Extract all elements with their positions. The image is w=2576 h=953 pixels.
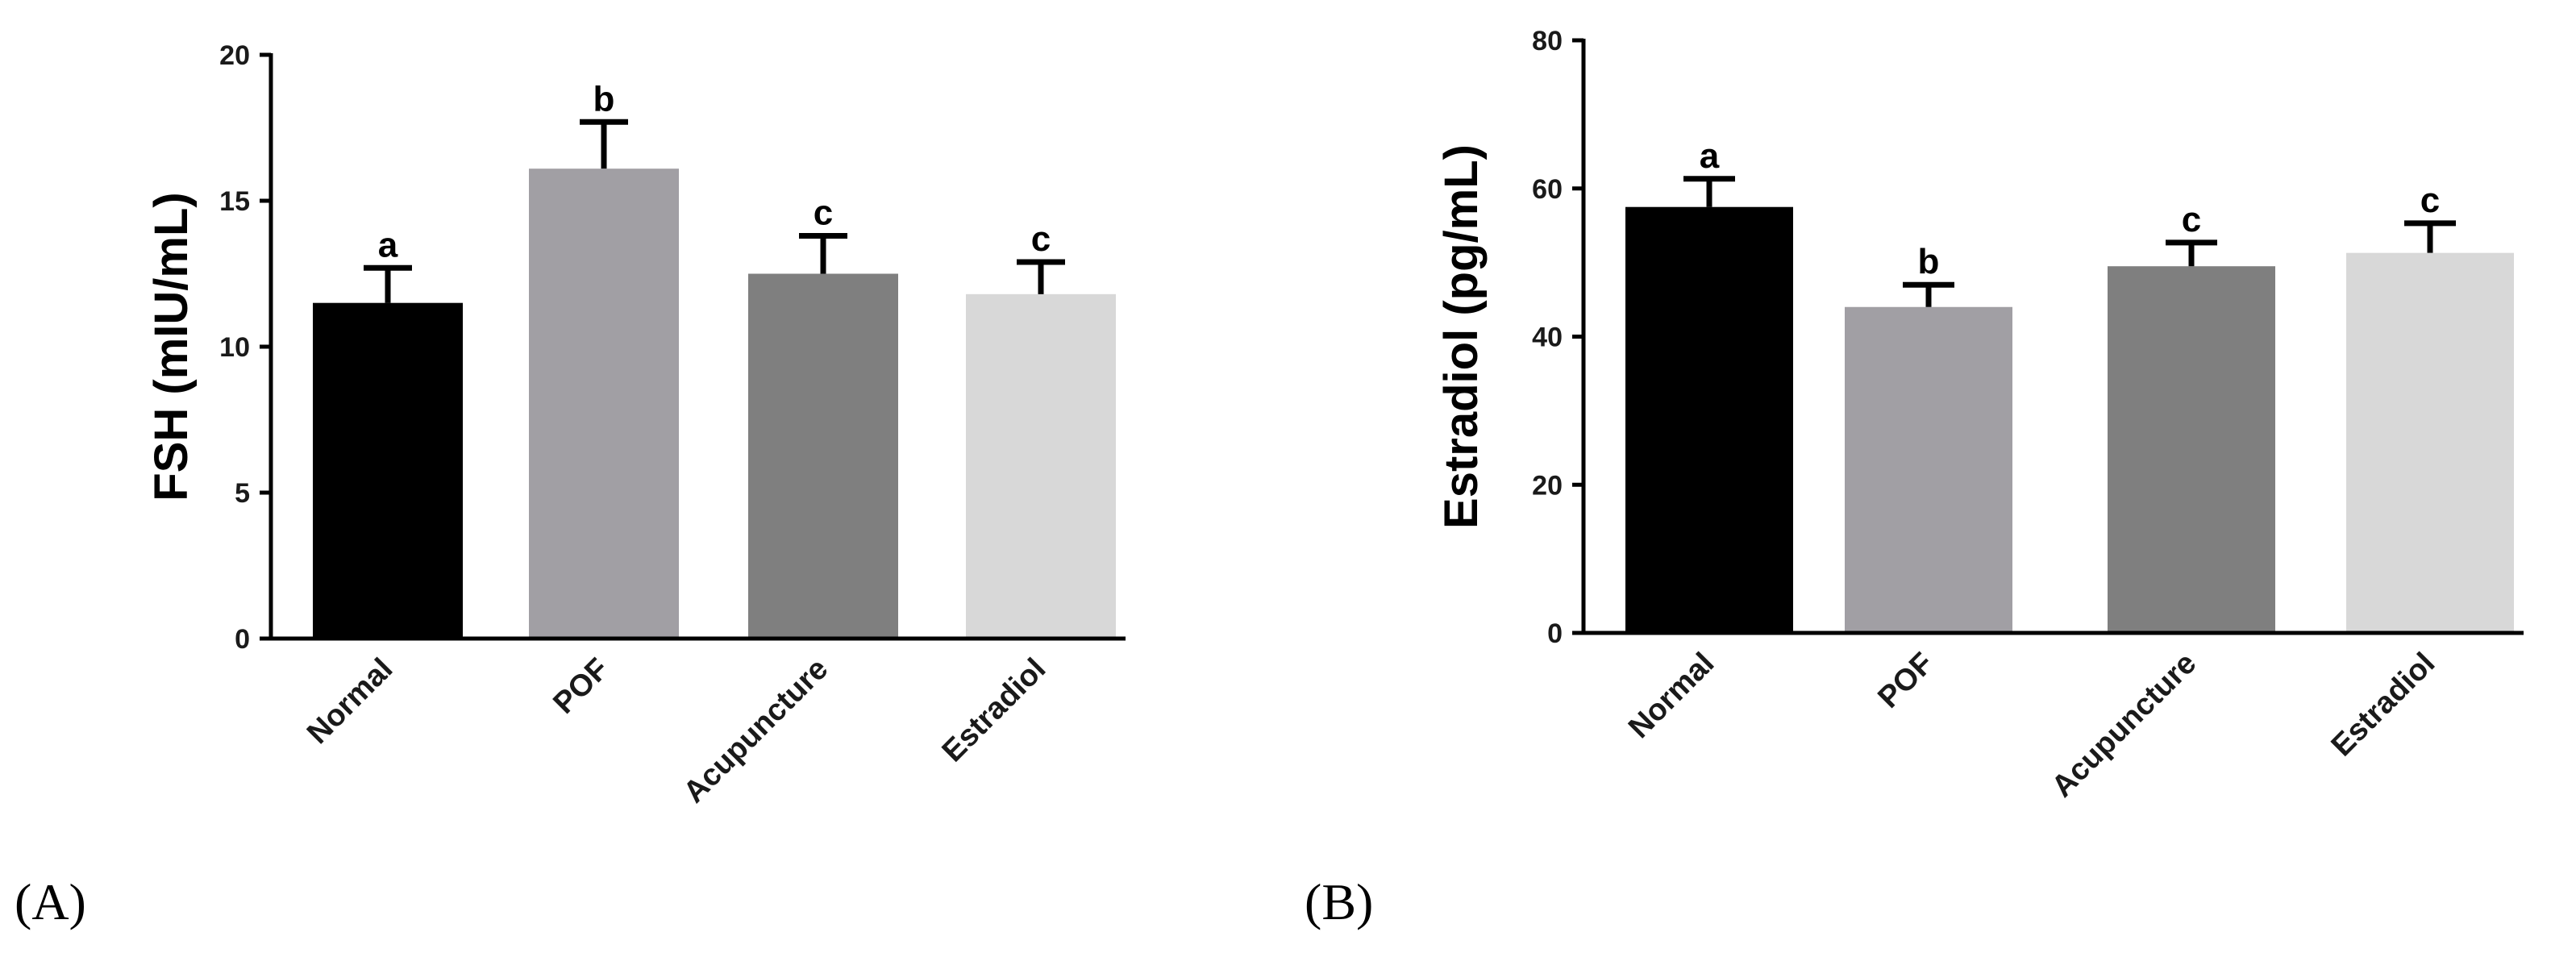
y-tick-label: 40 [1532, 323, 1563, 353]
bar-pof [1845, 306, 2012, 633]
significance-label: a [1700, 136, 1720, 176]
significance-label: c [2420, 181, 2440, 220]
category-label: Normal [1622, 647, 1721, 745]
y-tick-label: 80 [1532, 26, 1563, 56]
category-label: Normal [301, 652, 399, 751]
y-tick-label: 0 [235, 624, 250, 655]
y-tick-label: 5 [235, 478, 250, 509]
category-label: Acupuncture [677, 652, 834, 809]
y-tick-label: 20 [1532, 470, 1563, 501]
bar-pof [529, 169, 679, 639]
significance-label: b [1918, 242, 1940, 281]
panel-label: (A) [15, 873, 86, 930]
category-label: Estradiol [2325, 647, 2442, 764]
bar-acupuncture [2108, 266, 2275, 633]
bar-normal [1625, 206, 1793, 633]
category-label: POF [547, 652, 615, 721]
bar-estradiol [966, 293, 1116, 639]
panel-label: (B) [1305, 873, 1373, 930]
y-tick-label: 60 [1532, 174, 1563, 205]
y-tick-label: 20 [219, 40, 250, 71]
bar-estradiol [2346, 252, 2514, 633]
y-tick-label: 15 [219, 186, 250, 217]
significance-label: a [378, 225, 398, 264]
bar-normal [313, 302, 463, 639]
y-axis-title: Estradiol (pg/mL) [1435, 144, 1488, 529]
significance-label: c [814, 193, 833, 232]
panel-a-chart: a Normal b POF c Acupuncture c Estradiol 0 5 10 15 2… [15, 40, 1126, 930]
category-label: POF [1871, 647, 1940, 715]
significance-label: c [1031, 219, 1051, 259]
y-tick-label: 10 [219, 332, 250, 363]
category-label: Acupuncture [2045, 647, 2203, 804]
y-axis-title: FSH (mIU/mL) [145, 192, 198, 501]
y-tick-label: 0 [1547, 618, 1563, 649]
significance-label: c [2182, 200, 2201, 239]
bar-acupuncture [748, 273, 898, 639]
panel-b-chart: a Normal b POF c Acupuncture c Estradiol 0 20 40 60… [1305, 26, 2524, 930]
category-label: Estradiol [936, 652, 1053, 769]
significance-label: b [593, 79, 615, 119]
